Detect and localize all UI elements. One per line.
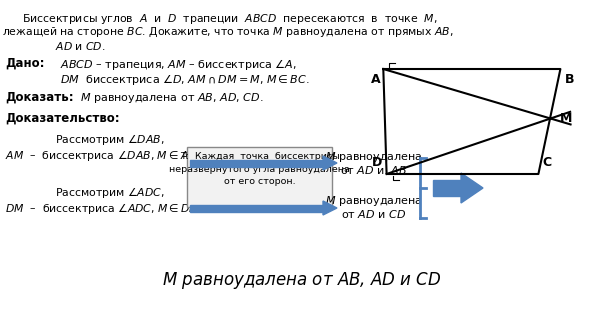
Text: D: D	[371, 156, 382, 169]
Text: $DM$  –  биссектриса $\angle ADC$, $M \in DM$: $DM$ – биссектриса $\angle ADC$, $M \in …	[5, 201, 200, 216]
Text: лежащей на стороне $BC$. Докажите, что точка $M$ равноудалена от прямых $AB,$: лежащей на стороне $BC$. Докажите, что т…	[2, 26, 454, 39]
Polygon shape	[323, 201, 337, 215]
Text: $M$ равноудалена от $AB$, $AD$ и $CD$: $M$ равноудалена от $AB$, $AD$ и $CD$	[162, 270, 442, 291]
Text: Рассмотрим $\angle ADC$,: Рассмотрим $\angle ADC$,	[55, 185, 164, 200]
Polygon shape	[190, 204, 323, 212]
Polygon shape	[190, 160, 323, 166]
Text: A: A	[370, 73, 380, 86]
Text: $M$ равноудалена: $M$ равноудалена	[325, 150, 423, 164]
Text: $M$ равноудалена: $M$ равноудалена	[325, 194, 423, 208]
Text: Биссектрисы углов  $A$  и  $D$  трапеции  $ABCD$  пересекаются  в  точке  $M,$: Биссектрисы углов $A$ и $D$ трапеции $AB…	[22, 12, 438, 26]
Text: $ABCD$ – трапеция, $AM$ – биссектриса $\angle A,$: $ABCD$ – трапеция, $AM$ – биссектриса $\…	[60, 57, 297, 72]
Text: C: C	[543, 156, 552, 169]
Text: B: B	[565, 73, 574, 86]
Text: Т:  Каждая  точка  биссектрисы
неразвёрнутого угла равноудалена
от его сторон.: Т: Каждая точка биссектрисы неразвёрнуто…	[169, 152, 350, 186]
Text: Рассмотрим $\angle DAB$,: Рассмотрим $\angle DAB$,	[55, 132, 164, 147]
Text: $DM$  биссектриса $\angle D$, $AM \cap DM = M$, $M \in BC$.: $DM$ биссектриса $\angle D$, $AM \cap DM…	[60, 72, 310, 87]
Text: Доказательство:: Доказательство:	[5, 112, 120, 125]
Text: M: M	[559, 112, 572, 125]
Polygon shape	[461, 173, 483, 203]
Polygon shape	[323, 156, 337, 170]
Text: от $AD$ и $CD$: от $AD$ и $CD$	[341, 208, 406, 220]
Text: Дано:: Дано:	[5, 57, 45, 70]
Polygon shape	[433, 180, 461, 196]
FancyBboxPatch shape	[187, 147, 332, 207]
Text: Доказать:: Доказать:	[5, 91, 74, 104]
Text: $M$ равноудалена от $AB$, $AD$, $CD$.: $M$ равноудалена от $AB$, $AD$, $CD$.	[80, 91, 263, 105]
Text: $AM$  –  биссектриса $\angle DAB$, $M \in AM$: $AM$ – биссектриса $\angle DAB$, $M \in …	[5, 148, 199, 163]
Text: $AD$ и $CD$.: $AD$ и $CD$.	[55, 40, 106, 52]
Text: от $AD$ и  $AB$: от $AD$ и $AB$	[340, 164, 408, 176]
